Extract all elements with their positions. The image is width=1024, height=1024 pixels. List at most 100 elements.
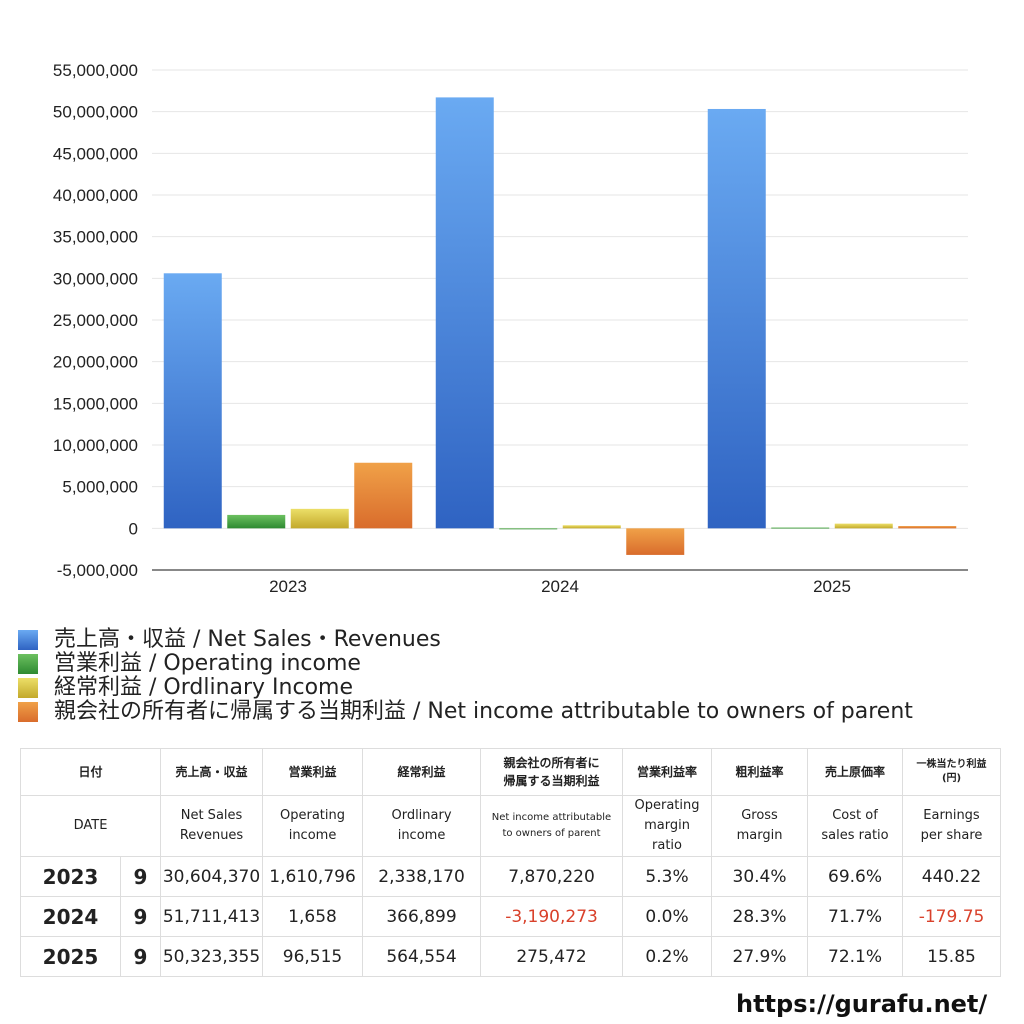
header-sales-en: Net Sales Revenues [160,795,264,857]
bar-2024-series-3 [626,528,685,555]
x-tick-label: 2025 [813,577,851,596]
cell-ord: 564,554 [362,936,482,977]
header-ord-en-line1: Ordlinary [391,808,452,823]
y-tick-label: 45,000,000 [53,144,138,163]
header-opm-en-line1: Operating [634,798,700,813]
x-tick-label: 2023 [269,577,307,596]
cell-gm: 27.9% [711,936,809,977]
header-gm-en-line2: margin [736,828,783,843]
legend-swatch-net-income [18,702,38,722]
cell-ord: 2,338,170 [362,856,482,897]
bar-2023-series-3 [354,462,413,529]
legend-swatch-operating-income [18,654,38,674]
cell-year: 2024 [20,896,121,937]
header-ni-en-line1: Net income attributable [491,812,612,823]
bar-2025-series-2 [834,523,893,529]
table-row-2023: 2023 9 30,604,370 1,610,796 2,338,170 7,… [20,856,1002,897]
y-tick-label: 25,000,000 [53,311,138,330]
legend-label-net-sales: 売上高・収益 / Net Sales・Revenues [54,627,441,652]
header-cos-en-line2: sales ratio [821,828,889,843]
cell-ni: 275,472 [480,936,624,977]
header-opm-en-line2: margin [644,818,690,833]
y-tick-label: 0 [129,519,138,538]
bar-chart: 55,000,000 50,000,000 45,000,000 40,000,000… [53,61,968,596]
header-eps-jp-line1: 一株当たり利益 [916,759,987,770]
axes: 55,000,000 50,000,000 45,000,000 40,000,000… [53,61,968,596]
cell-cos: 69.6% [807,856,904,897]
bar-2024-series-1 [499,528,558,530]
cell-cos: 71.7% [807,896,904,937]
legend-item-ordinary-income: 経常利益 / Ordlinary Income [18,676,913,700]
header-op-en-line1: Operating [280,808,346,823]
bar-2024-series-0 [435,97,494,529]
table-header-jp: 日付 売上高・収益 営業利益 経常利益 親会社の所有者に 帰属する当期利益 営業… [19,748,1002,796]
cell-ord: 366,899 [362,896,482,937]
header-gm-jp: 粗利益率 [711,748,809,796]
header-sales-en-line1: Net Sales [180,808,243,823]
header-opm-jp: 営業利益率 [622,748,713,796]
y-tick-label: 50,000,000 [53,103,138,122]
cell-month: 9 [119,896,162,937]
chart-legend: 売上高・収益 / Net Sales・Revenues 営業利益 / Opera… [18,628,913,724]
header-eps-en-line2: per share [920,828,983,843]
header-gm-en: Gross margin [711,795,809,857]
header-ni-jp-line2: 帰属する当期利益 [503,774,600,788]
y-tick-label: 40,000,000 [53,186,138,205]
legend-swatch-net-sales [18,630,38,650]
y-tick-label: 10,000,000 [53,436,138,455]
cell-gm: 30.4% [711,856,809,897]
cell-op: 1,610,796 [262,856,364,897]
y-tick-label: 20,000,000 [53,353,138,372]
legend-label-net-income: 親会社の所有者に帰属する当期利益 / Net income attributab… [54,699,913,724]
cell-opm: 0.2% [622,936,713,977]
header-ni-en-line2: to owners of parent [502,828,601,839]
cell-eps: -179.75 [902,896,1002,937]
legend-label-operating-income: 営業利益 / Operating income [54,651,361,676]
header-gm-en-line1: Gross [741,808,778,823]
header-ni-jp: 親会社の所有者に 帰属する当期利益 [480,748,624,796]
header-op-jp: 営業利益 [262,748,364,796]
cell-sales: 51,711,413 [160,896,264,937]
header-op-en: Operating income [262,795,364,857]
bar-2025-series-0 [707,108,766,529]
header-cos-en-line1: Cost of [832,808,878,823]
legend-item-net-income: 親会社の所有者に帰属する当期利益 / Net income attributab… [18,700,913,724]
bar-2024-series-2 [562,525,621,529]
bar-2023-series-2 [290,508,349,529]
cell-cos: 72.1% [807,936,904,977]
cell-year: 2023 [20,856,121,897]
header-op-en-line2: income [288,828,337,843]
header-sales-en-line2: Revenues [179,828,244,843]
header-date-jp: 日付 [19,748,162,796]
y-tick-label: 15,000,000 [53,394,138,413]
bar-2025-series-3 [898,526,957,529]
table-header-en: DATE Net Sales Revenues Operating income… [19,795,1002,857]
financial-table: 日付 売上高・収益 営業利益 経常利益 親会社の所有者に 帰属する当期利益 営業… [19,748,1002,977]
cell-sales: 30,604,370 [160,856,264,897]
y-tick-label: 30,000,000 [53,269,138,288]
cell-year: 2025 [20,936,121,977]
site-url[interactable]: https://gurafu.net/ [736,990,988,1018]
header-ni-en: Net income attributable to owners of par… [480,795,624,857]
y-tick-label: 55,000,000 [53,61,138,80]
cell-opm: 5.3% [622,856,713,897]
cell-gm: 28.3% [711,896,809,937]
cell-op: 96,515 [262,936,364,977]
legend-item-net-sales: 売上高・収益 / Net Sales・Revenues [18,628,913,652]
y-tick-label: 35,000,000 [53,228,138,247]
header-ord-jp: 経常利益 [362,748,482,796]
cell-month: 9 [119,936,162,977]
y-tick-label: 5,000,000 [62,478,138,497]
header-ni-jp-line1: 親会社の所有者に [503,756,600,770]
cell-opm: 0.0% [622,896,713,937]
gridlines [152,69,968,571]
header-cos-en: Cost of sales ratio [807,795,904,857]
header-opm-en: Operating margin ratio [622,795,713,857]
header-eps-jp-line2: (円) [941,773,962,784]
legend-label-ordinary-income: 経常利益 / Ordlinary Income [54,675,353,700]
cell-op: 1,658 [262,896,364,937]
table-row-2025: 2025 9 50,323,355 96,515 564,554 275,472… [20,936,1002,977]
table-row-2024: 2024 9 51,711,413 1,658 366,899 -3,190,2… [20,896,1002,937]
cell-eps: 440.22 [902,856,1002,897]
bar-2025-series-1 [771,527,830,529]
